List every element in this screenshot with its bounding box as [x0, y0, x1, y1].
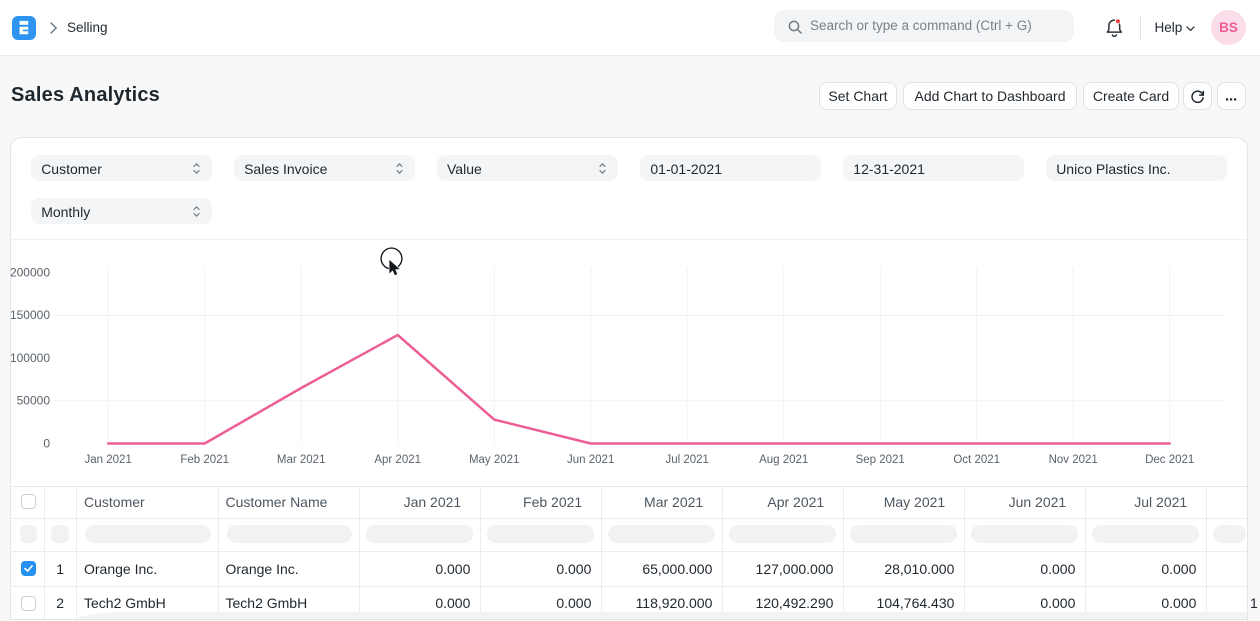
- svg-text:50000: 50000: [17, 394, 51, 408]
- svg-text:0: 0: [43, 436, 50, 450]
- svg-text:Apr 2021: Apr 2021: [374, 454, 421, 466]
- svg-text:Jun 2021: Jun 2021: [567, 454, 614, 466]
- svg-text:Jul 2021: Jul 2021: [665, 454, 708, 466]
- svg-text:May 2021: May 2021: [469, 454, 520, 466]
- svg-text:100000: 100000: [10, 351, 50, 365]
- svg-text:Oct 2021: Oct 2021: [953, 454, 1000, 466]
- svg-text:Feb 2021: Feb 2021: [180, 454, 229, 466]
- svg-text:Aug 2021: Aug 2021: [759, 454, 808, 466]
- svg-text:Sep 2021: Sep 2021: [856, 454, 905, 466]
- svg-text:Jan 2021: Jan 2021: [85, 454, 132, 466]
- svg-text:150000: 150000: [10, 308, 50, 322]
- svg-text:Nov 2021: Nov 2021: [1049, 454, 1098, 466]
- svg-text:Mar 2021: Mar 2021: [277, 454, 326, 466]
- svg-text:Dec 2021: Dec 2021: [1145, 454, 1194, 466]
- svg-text:200000: 200000: [10, 266, 50, 280]
